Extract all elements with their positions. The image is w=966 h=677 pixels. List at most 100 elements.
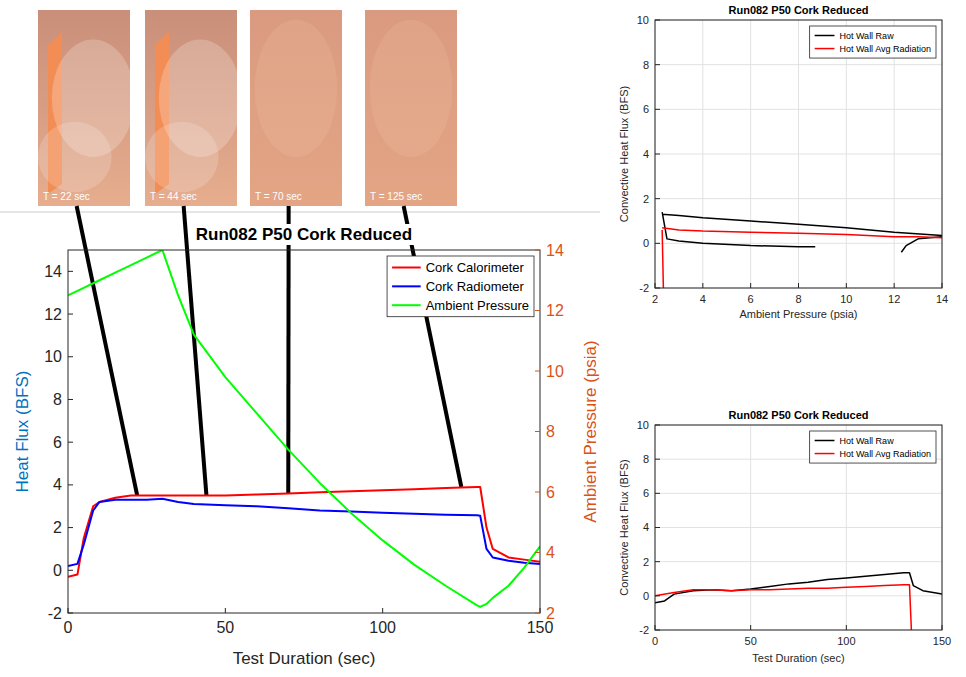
tick-label: 6: [546, 484, 555, 501]
tick-label: 6: [643, 103, 649, 115]
plot-frame: [655, 20, 942, 288]
tick-label: 100: [369, 619, 396, 636]
axis-title: Test Duration (sec): [233, 649, 376, 668]
series-line: [68, 487, 540, 577]
legend: Cork CalorimeterCork RadiometerAmbient P…: [387, 256, 534, 317]
tick-label: 0: [53, 562, 62, 579]
legend: Hot Wall RawHot Wall Avg Radiation: [810, 26, 936, 58]
axis-title: Convective Heat Flux (BFS): [618, 459, 630, 595]
leader-line: [404, 206, 462, 487]
legend-box: [387, 256, 534, 317]
tick: [655, 198, 660, 199]
tick-label: 8: [795, 293, 801, 305]
plot-data: [662, 212, 942, 288]
tick-label: 4: [53, 476, 62, 493]
tick: [655, 154, 660, 155]
tick-label: 14: [546, 242, 564, 259]
tick: [655, 630, 660, 631]
axis-title: Heat Flux (BFS): [13, 371, 32, 493]
separator: [0, 212, 600, 213]
series-line: [68, 499, 540, 566]
tick-label: 14: [936, 293, 948, 305]
tick-label: 50: [745, 635, 757, 647]
tick: [655, 20, 660, 21]
legend-box: [810, 26, 936, 58]
tick-label: 100: [837, 635, 855, 647]
tick: [942, 283, 943, 288]
plot-frame: [68, 250, 540, 613]
legend-swatch: [392, 304, 421, 306]
tick: [68, 527, 73, 528]
title-background: [193, 224, 415, 245]
tick-label: 6: [748, 293, 754, 305]
grid-line: [655, 493, 942, 494]
tick-label: 6: [53, 434, 62, 451]
tick: [68, 608, 69, 613]
tick: [68, 442, 73, 443]
tick-label: 0: [652, 635, 658, 647]
tick: [68, 570, 73, 571]
tick: [68, 613, 73, 614]
legend-label: Cork Calorimeter: [426, 260, 525, 275]
tick-label: 50: [216, 619, 234, 636]
chart-title: Run082 P50 Cork Reduced: [729, 4, 869, 16]
axis-title: Ambient Pressure (psia): [740, 308, 858, 320]
legend-label: Hot Wall Raw: [839, 436, 894, 446]
tick: [655, 288, 660, 289]
photo-smoke: [145, 122, 219, 193]
tick-label: 4: [643, 521, 649, 533]
series-line: [655, 585, 911, 630]
legend-label: Hot Wall Raw: [839, 31, 894, 41]
title-background: [726, 3, 872, 17]
legend-box: [810, 431, 936, 463]
series-line: [662, 228, 942, 288]
tick: [655, 283, 656, 288]
tick: [655, 561, 660, 562]
chart: T = 22 secT = 44 secT = 70 secT = 125 se…: [13, 10, 600, 668]
tick-label: 10: [637, 419, 649, 431]
tick-label: 10: [840, 293, 852, 305]
tick-label: 8: [546, 423, 555, 440]
chart-title: Run082 P50 Cork Reduced: [196, 225, 412, 244]
tick-label: 2: [546, 605, 555, 622]
photo: [250, 10, 342, 206]
legend-label: Cork Radiometer: [426, 279, 525, 294]
legend-swatch: [815, 453, 835, 455]
tick-label: 2: [652, 293, 658, 305]
photo: [365, 10, 457, 206]
tick: [655, 64, 660, 65]
tick: [225, 608, 226, 613]
tick: [68, 314, 73, 315]
tick: [655, 109, 660, 110]
grid-line: [655, 64, 942, 65]
tick-label: 2: [643, 556, 649, 568]
tick: [655, 243, 660, 244]
tick: [68, 271, 73, 272]
grid-line: [655, 154, 942, 155]
legend-swatch: [815, 48, 835, 50]
tick: [655, 527, 660, 528]
series-line: [662, 212, 942, 252]
tick: [655, 625, 656, 630]
photo-haze: [370, 20, 453, 157]
tick: [68, 484, 73, 485]
tick-label: 10: [44, 348, 62, 365]
photo-label: T = 44 sec: [150, 191, 197, 202]
tick-label: 8: [53, 391, 62, 408]
legend-swatch: [392, 267, 421, 269]
tick-label: 2: [643, 193, 649, 205]
chart: 050100150-20246810Test Duration (sec)Con…: [618, 408, 951, 664]
photo-label: T = 125 sec: [370, 191, 422, 202]
tick: [702, 283, 703, 288]
axis-title: Ambient Pressure (psia): [581, 340, 600, 522]
tick-label: 14: [44, 263, 62, 280]
grid-line: [655, 109, 942, 110]
tick-label: -2: [48, 605, 62, 622]
tick-label: 10: [546, 363, 564, 380]
tick-label: 4: [643, 148, 649, 160]
photo-label: T = 70 sec: [255, 191, 302, 202]
tick: [535, 250, 540, 251]
photo-smoke: [38, 122, 112, 193]
tick: [846, 625, 847, 630]
tick-label: 150: [933, 635, 951, 647]
